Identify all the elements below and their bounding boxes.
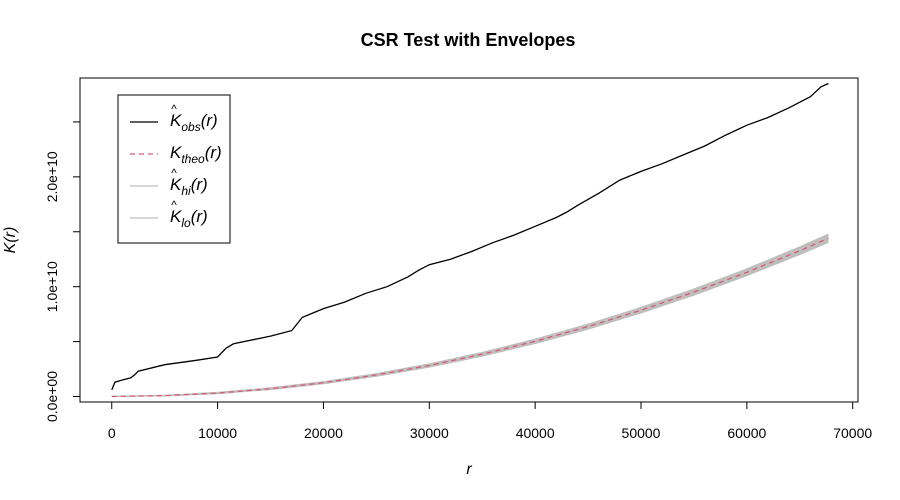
y-axis: 0.0e+00 1.0e+10 2.0e+10 [44,121,81,422]
legend-hat: ^ [171,102,177,116]
y-tick-label: 2.0e+10 [44,151,60,202]
chart-title: CSR Test with Envelopes [361,30,576,50]
legend-label: Klo(r) [170,207,208,230]
legend-label: Khi(r) [170,175,208,198]
legend-item-hi: Khi(r)^ [130,166,208,198]
x-axis-label: r [466,461,472,478]
legend-hat: ^ [171,198,177,212]
legend-hat: ^ [171,166,177,180]
series-layer [111,82,829,398]
series-line-lo [111,241,829,398]
legend: Kobs(r)^Ktheo(r)Khi(r)^Klo(r)^ [117,94,231,244]
x-tick-label: 10000 [198,425,237,441]
y-tick-label: 0.0e+00 [44,371,60,422]
y-tick-label: 1.0e+10 [44,261,60,312]
x-tick-label: 0 [108,425,116,441]
plot-area [79,77,859,403]
legend-label: Ktheo(r) [170,143,222,166]
y-axis-label: K(r) [2,227,19,254]
x-tick-label: 20000 [304,425,343,441]
envelope-band [111,234,829,397]
envelope-layer [111,234,829,397]
series-line-hi [111,233,829,397]
legend-item-lo: Klo(r)^ [130,198,208,230]
x-tick-label: 30000 [410,425,449,441]
x-tick-label: 50000 [622,425,661,441]
x-axis: 0 10000 20000 30000 40000 50000 60000 70000 [108,401,872,441]
legend-item-theo: Ktheo(r) [130,143,222,166]
x-tick-label: 40000 [516,425,555,441]
series-line-theo [111,237,829,398]
legend-item-obs: Kobs(r)^ [130,102,218,134]
series-line-obs [111,82,829,391]
x-tick-label: 70000 [833,425,872,441]
x-tick-label: 60000 [727,425,766,441]
legend-label: Kobs(r) [170,111,218,134]
